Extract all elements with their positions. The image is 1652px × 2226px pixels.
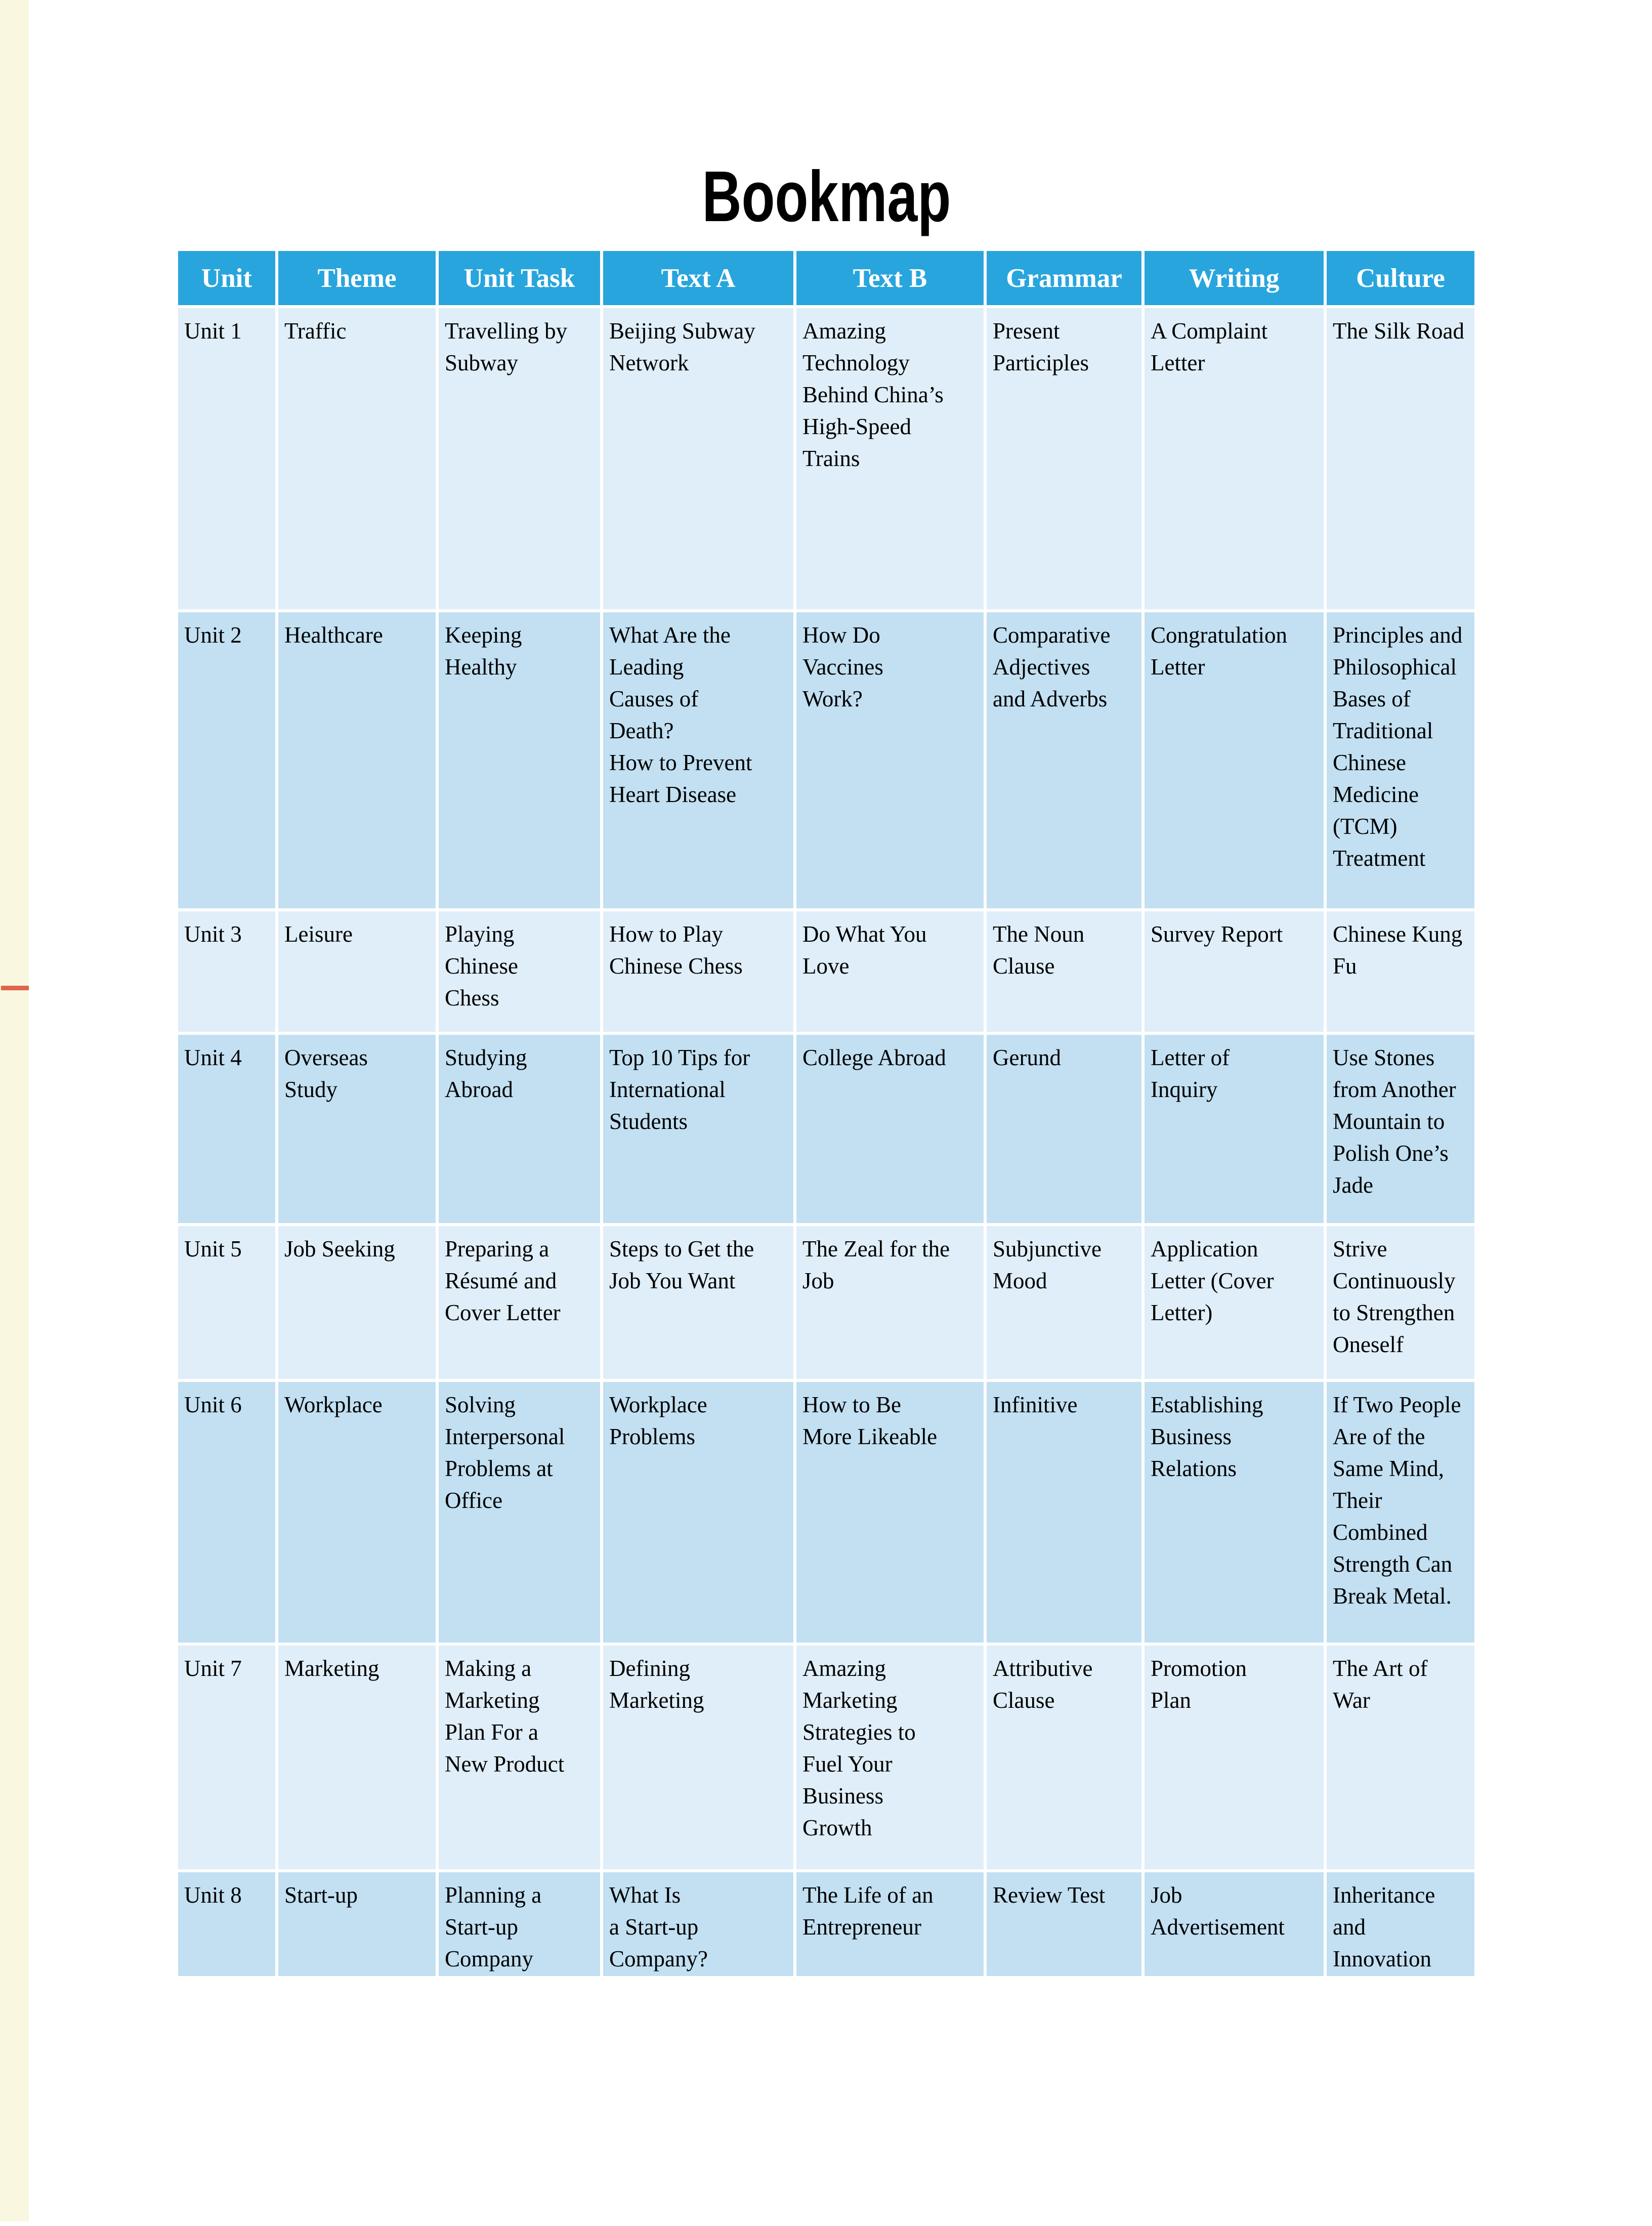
table-cell: Travelling by Subway [439, 308, 600, 609]
table-cell: Survey Report [1145, 911, 1324, 1032]
table-cell: Solving Interpersonal Problems at Office [439, 1382, 600, 1643]
left-margin-marker-line [1, 986, 29, 990]
table-cell: Overseas Study [278, 1035, 436, 1223]
table-cell: Application Letter (Cover Letter) [1145, 1226, 1324, 1379]
table-cell: The Art of War [1327, 1646, 1474, 1869]
column-header-culture: Culture [1327, 251, 1474, 305]
table-cell: Inheritance and Innovation [1327, 1872, 1474, 1976]
table-cell: Infinitive [987, 1382, 1141, 1643]
table-cell: The Silk Road [1327, 308, 1474, 609]
left-margin-strip [0, 0, 29, 2221]
table-cell: Strive Continuously to Strengthen Onesel… [1327, 1226, 1474, 1379]
table-cell: Steps to Get the Job You Want [603, 1226, 793, 1379]
table-cell: Defining Marketing [603, 1646, 793, 1869]
table-cell: Amazing Marketing Strategies to Fuel You… [796, 1646, 984, 1869]
row-label-unit-3: Unit 3 [178, 911, 275, 1032]
row-label-unit-6: Unit 6 [178, 1382, 275, 1643]
table-cell: How to Be More Likeable [796, 1382, 984, 1643]
table-cell: Job Advertisement [1145, 1872, 1324, 1976]
table-cell: Healthcare [278, 612, 436, 908]
table-cell: Letter of Inquiry [1145, 1035, 1324, 1223]
page-title-text: Bookmap [702, 156, 951, 237]
column-header-writing: Writing [1145, 251, 1324, 305]
table-cell: Studying Abroad [439, 1035, 600, 1223]
table-cell: Keeping Healthy [439, 612, 600, 908]
table-cell: Subjunctive Mood [987, 1226, 1141, 1379]
table-cell: Workplace Problems [603, 1382, 793, 1643]
column-header-unit-task: Unit Task [439, 251, 600, 305]
row-label-unit-5: Unit 5 [178, 1226, 275, 1379]
table-cell: Congratulation Letter [1145, 612, 1324, 908]
column-header-text-b: Text B [796, 251, 984, 305]
table-cell: Workplace [278, 1382, 436, 1643]
table-cell: Present Participles [987, 308, 1141, 609]
row-label-unit-7: Unit 7 [178, 1646, 275, 1869]
row-label-unit-2: Unit 2 [178, 612, 275, 908]
table-cell: Amazing Technology Behind China’s High-S… [796, 308, 984, 609]
table-cell: Use Stones from Another Mountain to Poli… [1327, 1035, 1474, 1223]
table-cell: Chinese Kung Fu [1327, 911, 1474, 1032]
table-cell: Review Test [987, 1872, 1141, 1976]
table-cell: Leisure [278, 911, 436, 1032]
page-title: Bookmap [178, 161, 1474, 233]
column-header-theme: Theme [278, 251, 436, 305]
row-label-unit-1: Unit 1 [178, 308, 275, 609]
table-cell: What Are the Leading Causes of Death? Ho… [603, 612, 793, 908]
table-cell: Gerund [987, 1035, 1141, 1223]
bookmap-table: Unit Theme Unit Task Text A Text B Gramm… [178, 251, 1474, 1976]
table-cell: Comparative Adjectives and Adverbs [987, 612, 1141, 908]
table-cell: Job Seeking [278, 1226, 436, 1379]
column-header-text-a: Text A [603, 251, 793, 305]
table-cell: Marketing [278, 1646, 436, 1869]
table-cell: Beijing Subway Network [603, 308, 793, 609]
table-cell: Making a Marketing Plan For a New Produc… [439, 1646, 600, 1869]
table-cell: Traffic [278, 308, 436, 609]
column-header-grammar: Grammar [987, 251, 1141, 305]
table-cell: Top 10 Tips for International Students [603, 1035, 793, 1223]
table-cell: Principles and Philosophical Bases of Tr… [1327, 612, 1474, 908]
table-cell: How Do Vaccines Work? [796, 612, 984, 908]
table-cell: The Life of an Entrepreneur [796, 1872, 984, 1976]
table-cell: What Is a Start-up Company? [603, 1872, 793, 1976]
table-cell: The Zeal for the Job [796, 1226, 984, 1379]
table-cell: If Two People Are of the Same Mind, Thei… [1327, 1382, 1474, 1643]
table-cell: Do What You Love [796, 911, 984, 1032]
table-cell: Planning a Start-up Company [439, 1872, 600, 1976]
column-header-unit: Unit [178, 251, 275, 305]
table-cell: Establishing Business Relations [1145, 1382, 1324, 1643]
table-cell: Playing Chinese Chess [439, 911, 600, 1032]
table-cell: College Abroad [796, 1035, 984, 1223]
table-cell: A Complaint Letter [1145, 308, 1324, 609]
table-cell: Start-up [278, 1872, 436, 1976]
row-label-unit-8: Unit 8 [178, 1872, 275, 1976]
table-cell: Promotion Plan [1145, 1646, 1324, 1869]
table-cell: Attributive Clause [987, 1646, 1141, 1869]
table-cell: The Noun Clause [987, 911, 1141, 1032]
table-cell: Preparing a Résumé and Cover Letter [439, 1226, 600, 1379]
row-label-unit-4: Unit 4 [178, 1035, 275, 1223]
table-cell: How to Play Chinese Chess [603, 911, 793, 1032]
